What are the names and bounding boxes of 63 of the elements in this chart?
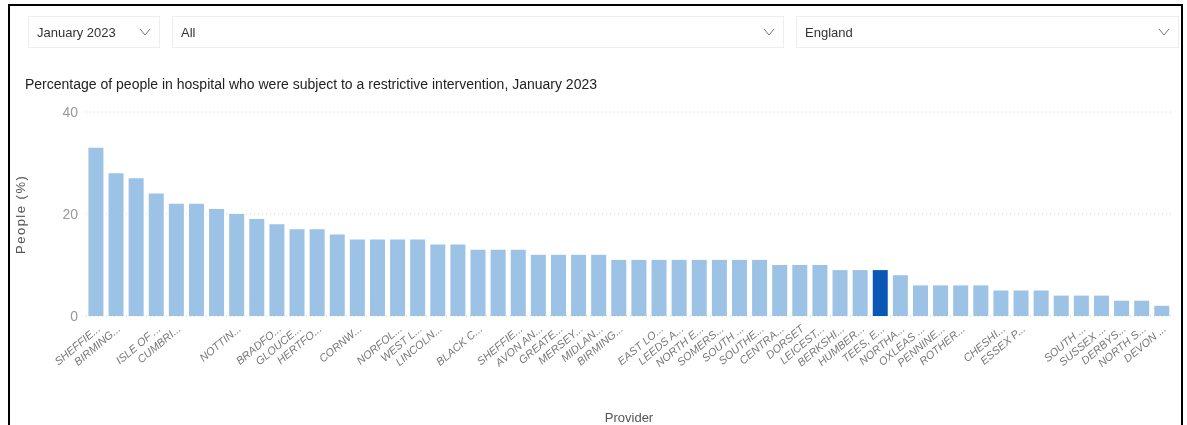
bar (1033, 290, 1049, 316)
bar (651, 259, 667, 316)
bar (490, 249, 506, 316)
bar (772, 265, 788, 316)
bar (631, 259, 647, 316)
chart-title: Percentage of people in hospital who were subject to a restrictive intervention, January 2023 (25, 76, 598, 92)
bar (229, 214, 245, 316)
bar (168, 203, 184, 316)
bar (108, 173, 124, 316)
bar (591, 254, 607, 316)
bar (349, 239, 365, 316)
bar (550, 254, 566, 316)
bar (188, 203, 204, 316)
bar (369, 239, 385, 316)
bar (329, 234, 345, 316)
bar (892, 275, 908, 316)
bar (249, 219, 265, 316)
bar (792, 265, 808, 316)
bar (993, 290, 1009, 316)
bar (872, 270, 888, 316)
bar (510, 249, 526, 316)
bar (711, 259, 727, 316)
text: All (181, 24, 196, 40)
bar (1073, 295, 1089, 316)
bar (530, 254, 546, 316)
bar (470, 249, 486, 316)
bar (269, 224, 285, 316)
bar (309, 229, 325, 316)
bar (1053, 295, 1069, 316)
bar (209, 208, 225, 316)
bar (933, 285, 949, 316)
text: January 2023 (37, 24, 116, 40)
bar (1154, 305, 1170, 316)
bar (148, 193, 164, 316)
bar (1114, 300, 1130, 316)
bar (832, 270, 848, 316)
bar (671, 259, 687, 316)
bar (430, 244, 446, 316)
bar (1134, 300, 1150, 316)
bar (731, 259, 747, 316)
bar (450, 244, 466, 316)
bar (571, 254, 587, 316)
bar (812, 265, 828, 316)
bar (973, 285, 989, 316)
text: England (805, 24, 853, 40)
bar (953, 285, 969, 316)
bar (691, 259, 707, 316)
bar (1093, 295, 1109, 316)
bar (289, 229, 305, 316)
bar (912, 285, 928, 316)
bar (752, 259, 768, 316)
y-tick-label: 0 (70, 307, 79, 324)
x-axis-title: Provider (604, 410, 654, 425)
bar (611, 259, 627, 316)
y-tick-label: 20 (62, 205, 79, 222)
bar (128, 178, 144, 316)
y-tick-label: 40 (62, 103, 79, 120)
bar (88, 147, 104, 316)
bar (390, 239, 406, 316)
bar (852, 270, 868, 316)
bar (1013, 290, 1029, 316)
y-axis-title: People (%) (12, 174, 28, 254)
bar (410, 239, 426, 316)
